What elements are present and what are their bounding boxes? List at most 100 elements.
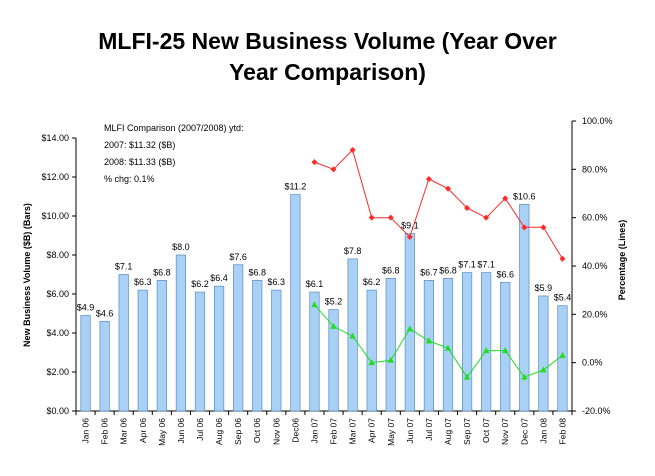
bar: [557, 305, 568, 412]
y-tick-label: $0.00: [46, 406, 69, 416]
series-1-marker: [349, 147, 356, 153]
x-tick-label: Feb 07: [329, 418, 339, 445]
x-tick-label: May 07: [386, 418, 396, 446]
x-tick-label: Mar 06: [119, 418, 129, 445]
x-tick-label: Oct 06: [252, 418, 262, 443]
x-tick-label: Dec06: [290, 418, 300, 443]
bar-value-label: $4.6: [96, 308, 114, 318]
series-line-2: [314, 304, 563, 379]
bar: [404, 233, 415, 412]
series-1-marker: [311, 159, 318, 166]
series-1-marker: [387, 214, 394, 221]
series-2-marker: [482, 347, 490, 354]
bar-value-label: $6.8: [153, 267, 171, 277]
x-tick-label: Jul 06: [195, 418, 205, 441]
x-tick-label: Aug 06: [214, 418, 224, 445]
y2-axis-title: Percentage (Lines): [617, 220, 627, 301]
bar-value-label: $7.1: [477, 260, 495, 270]
series-2-marker: [368, 359, 375, 366]
bar-value-label: $7.1: [458, 260, 476, 270]
y-tick-label: $14.00: [41, 133, 69, 143]
x-tick-label: Sep 07: [462, 418, 472, 445]
series-1-marker: [330, 166, 337, 173]
bar-value-label: $8.0: [172, 242, 190, 252]
series-1-marker: [540, 224, 547, 231]
x-tick-label: Oct 07: [481, 418, 491, 443]
bar: [80, 315, 91, 412]
bar-value-label: $6.6: [496, 269, 514, 279]
bar-value-label: $6.2: [191, 279, 209, 289]
series-2-marker: [444, 344, 452, 351]
bar: [252, 280, 263, 412]
y-tick-label: $8.00: [46, 250, 69, 260]
bar: [538, 295, 549, 412]
series-1-marker: [502, 195, 509, 202]
x-tick-label: Nov 07: [500, 418, 510, 445]
series-1-marker: [406, 234, 413, 240]
y2-tick-label: 40.0%: [582, 261, 608, 271]
x-tick-label: Jan 06: [81, 418, 91, 444]
y2-tick-label: 0.0%: [582, 358, 603, 368]
series-1-marker: [425, 176, 432, 182]
series-2-marker: [502, 347, 509, 354]
series-1-marker: [521, 224, 528, 231]
bar: [271, 289, 282, 412]
series-2-marker: [330, 322, 337, 329]
series-1-marker: [464, 205, 471, 211]
y-tick-label: $10.00: [41, 211, 69, 221]
bar: [137, 289, 148, 412]
bar: [213, 285, 225, 412]
series-2-marker: [521, 373, 528, 380]
x-tick-label: Jul 07: [424, 418, 434, 441]
bar-value-label: $9.1: [401, 221, 419, 231]
x-tick-label: Dec 07: [519, 418, 529, 445]
bar: [328, 309, 339, 412]
y2-tick-label: 80.0%: [582, 164, 608, 174]
y-tick-label: $4.00: [46, 328, 69, 338]
y-tick-label: $6.00: [46, 289, 69, 299]
series-line-1: [314, 149, 563, 260]
x-tick-label: Feb 06: [100, 418, 110, 445]
bar: [519, 203, 530, 412]
x-tick-label: Jan 07: [309, 418, 319, 444]
x-tick-label: Mar 07: [348, 418, 358, 445]
annotation-line-4: % chg: 0.1%: [104, 174, 155, 184]
bar: [233, 264, 244, 412]
bar-value-label: $7.8: [344, 246, 362, 256]
series-2-marker: [311, 301, 318, 308]
bar-value-label: $6.1: [306, 279, 324, 289]
x-tick-label: Feb 08: [557, 418, 567, 445]
bar-value-label: $6.8: [382, 265, 400, 275]
y-axis-title: New Business Volume ($B) (Bars): [22, 203, 32, 347]
bar: [461, 272, 473, 412]
bar: [481, 272, 492, 412]
series-2-marker: [406, 325, 414, 332]
series-2-marker: [349, 332, 356, 339]
bar-value-label: $6.3: [268, 277, 286, 287]
x-tick-label: Apr 07: [367, 418, 377, 443]
bar-value-label: $4.9: [77, 302, 95, 312]
y2-tick-label: 20.0%: [582, 309, 608, 319]
bar: [423, 280, 435, 412]
bar: [500, 281, 511, 412]
bar: [99, 320, 110, 412]
bar: [194, 291, 206, 412]
bar-value-label: $10.6: [513, 191, 536, 201]
annotation-line-3: 2008: $11.33 ($B): [104, 157, 175, 167]
annotation-line-2: 2007: $11.32 ($B): [104, 140, 175, 150]
bar: [118, 274, 129, 412]
bar-value-label: $6.4: [210, 273, 228, 283]
bar-value-label: $6.3: [134, 277, 152, 287]
x-tick-label: Apr 06: [138, 418, 148, 443]
x-tick-label: Nov 06: [271, 418, 281, 445]
x-tick-label: Jun 06: [176, 418, 186, 444]
y2-tick-label: 100.0%: [582, 116, 613, 126]
series-2-marker: [463, 373, 471, 380]
x-tick-label: Jan 08: [538, 418, 548, 444]
bar: [156, 280, 167, 412]
bar: [175, 254, 187, 412]
bar-value-label: $6.7: [420, 267, 438, 277]
y2-tick-label: -20.0%: [582, 406, 611, 416]
bar-value-label: $5.9: [535, 283, 553, 293]
